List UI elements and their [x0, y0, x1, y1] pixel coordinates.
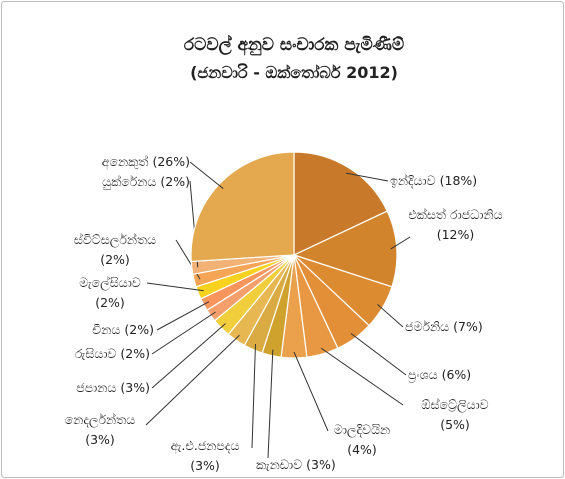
slice-label: අනෙකුත් (26%): [40, 152, 190, 172]
value-label: (12%): [436, 227, 475, 242]
leader-line: [350, 333, 407, 376]
leader-line: [293, 351, 329, 432]
value-label: (2%): [124, 322, 154, 337]
slice-label: නෙදර්ලන්තය (3%): [45, 410, 155, 450]
slice-label: යුක්රේනය (2%): [40, 172, 190, 192]
slice-label: කැනඩාව (3%): [256, 455, 376, 475]
value-label: (3%): [306, 457, 336, 472]
category-label: යුක්රේනය: [102, 174, 157, 189]
category-label: කැනඩාව: [256, 457, 303, 472]
leader-line: [151, 323, 226, 389]
category-label: රුසියාව: [74, 346, 117, 361]
slice-label: ඕස්ට්‍රේලියාව (5%): [400, 395, 510, 435]
category-label: එක්සත් රාජධානිය: [408, 207, 503, 222]
slice-label: මාලදිවයින (4%): [312, 420, 412, 460]
slice-label: ඉන්දියාව (18%): [390, 171, 520, 191]
category-label: අනෙකුත්: [101, 154, 149, 169]
slice-label: මැලේසියාව (2%): [55, 273, 165, 313]
category-label: ඇ.එ.ජනපදය: [170, 438, 240, 453]
leader-line: [267, 349, 274, 459]
value-label: (2%): [160, 174, 190, 189]
chart-subtitle: (ජනවාරි - ඔක්තෝබර් 2012): [190, 63, 398, 82]
value-label: (6%): [441, 367, 472, 382]
pie-slice: [292, 210, 398, 288]
slice-label: ප්‍රංශය (6%): [408, 365, 518, 385]
leader-line: [156, 301, 210, 331]
slice-label: ඇ.එ.ජනපදය (3%): [150, 436, 260, 476]
category-label: ජපානය: [76, 380, 117, 395]
category-label: ප්‍රංශය: [408, 367, 438, 382]
leader-line: [146, 282, 204, 292]
leader-line: [151, 311, 216, 355]
value-label: (18%): [439, 173, 478, 188]
category-label: ස්විට්සර්ලන්තය: [73, 232, 157, 247]
value-label: (4%): [347, 442, 377, 457]
category-label: චීනය: [92, 322, 121, 337]
category-label: ජර්මනිය: [405, 319, 450, 334]
slice-label: රුසියාව (2%): [20, 344, 150, 364]
category-label: මාලදිවයින: [333, 422, 391, 437]
category-label: මැලේසියාව: [79, 275, 141, 290]
slice-label: ජර්මනිය (7%): [405, 317, 525, 337]
slice-label: ජපානය (3%): [20, 378, 150, 398]
value-label: (26%): [152, 154, 190, 169]
value-label: (5%): [440, 417, 470, 432]
pie-slice: [293, 151, 388, 256]
category-label: නෙදර්ලන්තය: [64, 412, 136, 427]
value-label: (7%): [453, 319, 483, 334]
leader-line: [145, 334, 240, 426]
category-label: ඉන්දියාව: [390, 173, 436, 188]
chart-title: රටවල් අනුව සංචාරක පැමිණීම්: [184, 34, 404, 56]
leader-line: [189, 161, 224, 189]
slice-label: එක්සත් රාජධානිය (12%): [408, 205, 503, 245]
value-label: (2%): [100, 252, 130, 267]
value-label: (2%): [95, 295, 125, 310]
leader-line: [320, 347, 404, 406]
value-label: (3%): [190, 458, 220, 473]
leader-line: [251, 344, 256, 449]
slice-label: ස්විට්සර්ලන්තය (2%): [45, 230, 185, 270]
leader-line: [377, 304, 404, 328]
leader-line: [345, 172, 389, 182]
category-label: ඕස්ට්‍රේලියාව: [421, 397, 489, 412]
value-label: (3%): [85, 432, 115, 447]
value-label: (3%): [120, 380, 150, 395]
value-label: (2%): [120, 346, 150, 361]
leader-line: [390, 236, 411, 250]
slice-label: චීනය (2%): [20, 320, 154, 340]
